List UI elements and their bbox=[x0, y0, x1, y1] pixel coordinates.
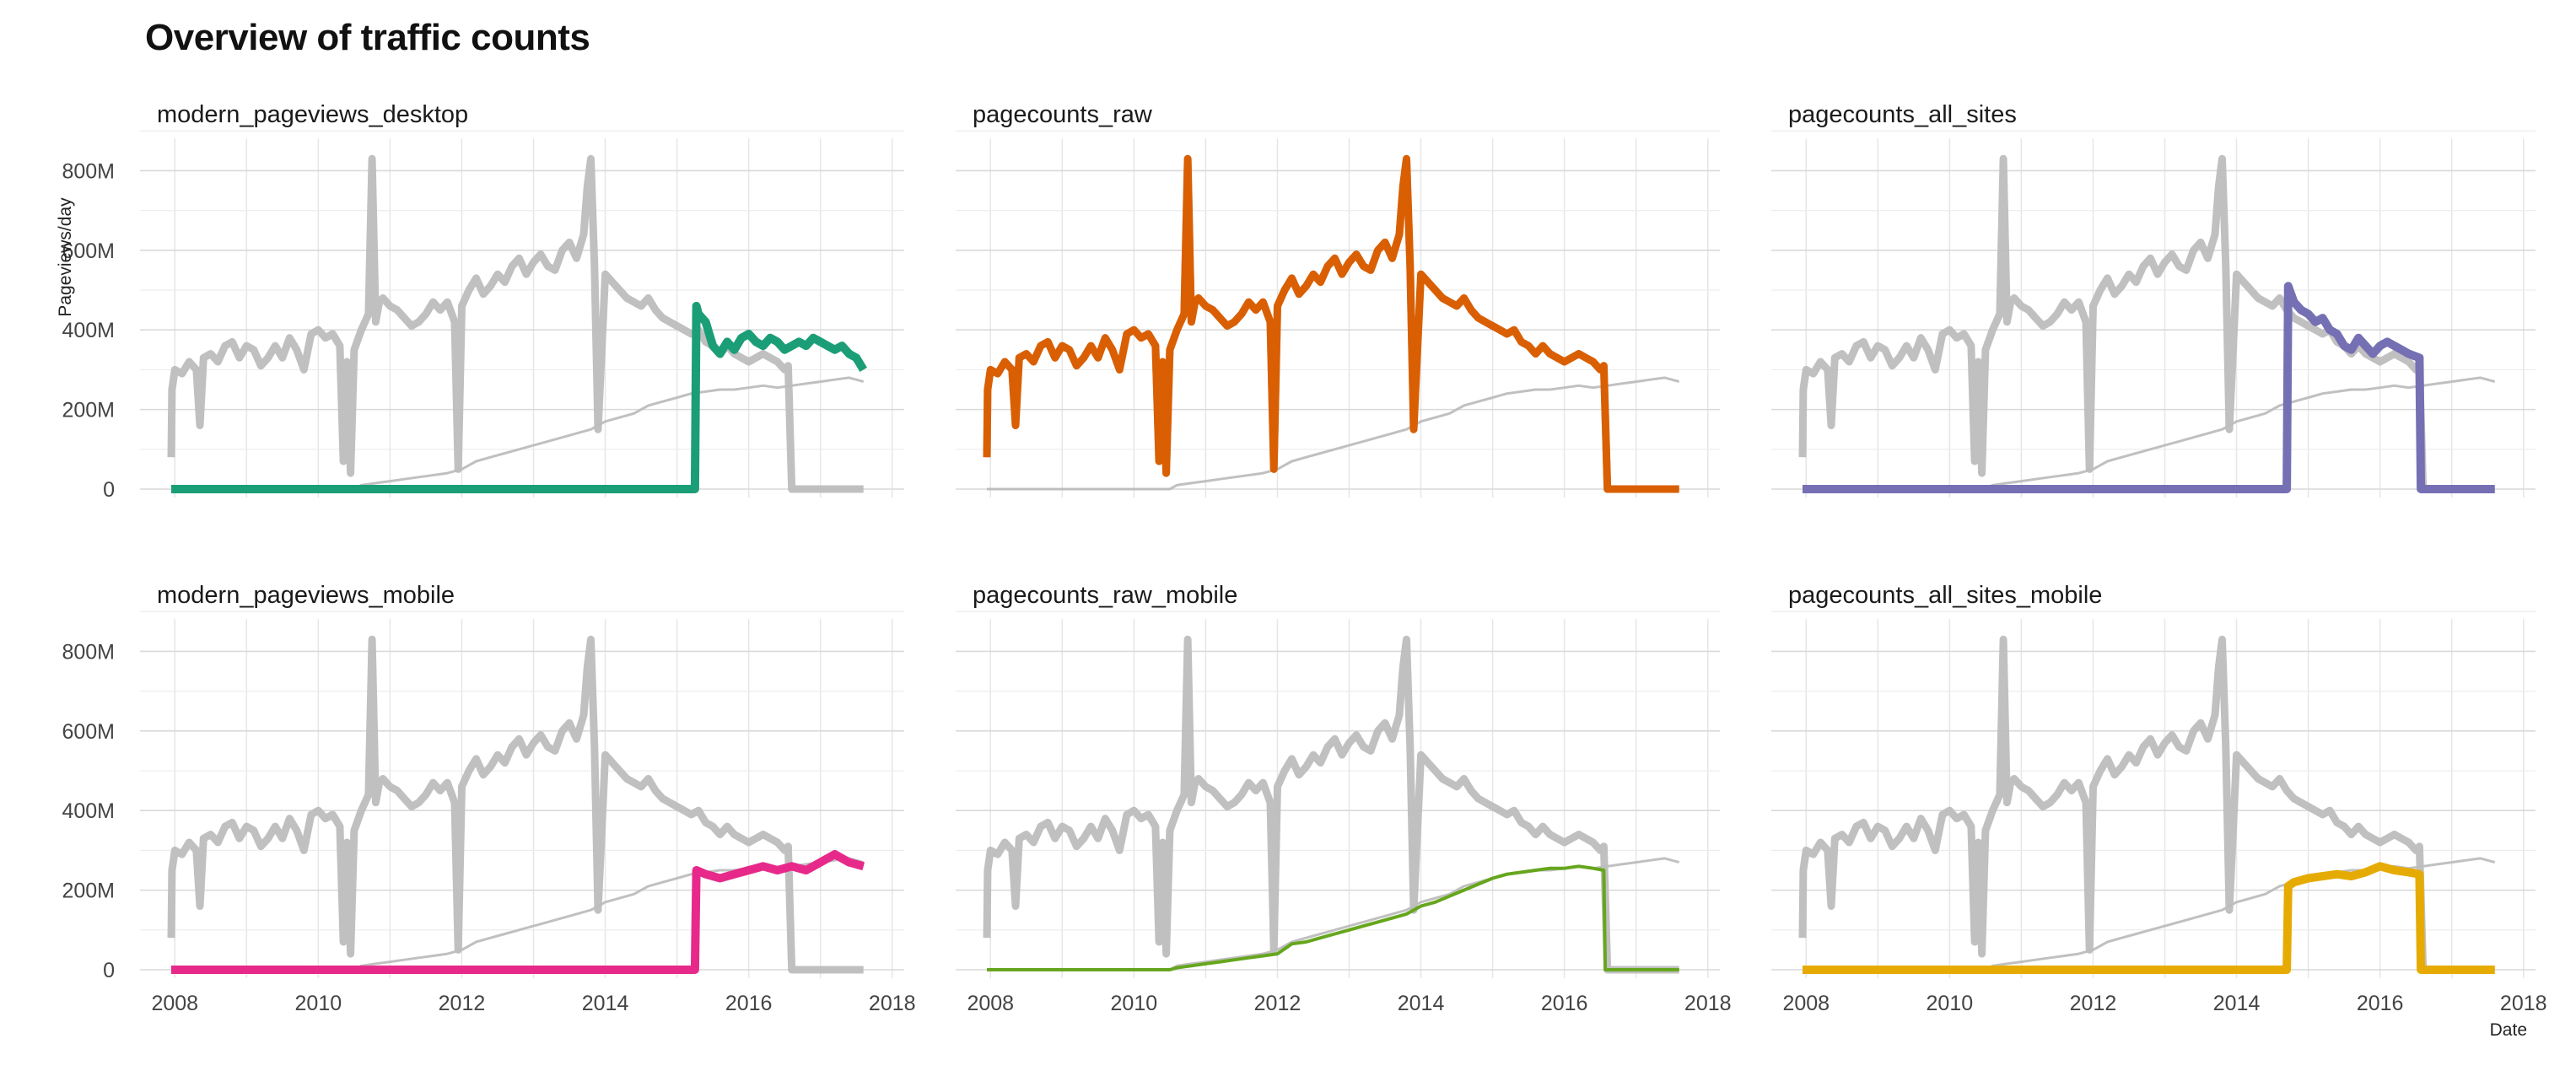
series-line-allsites bbox=[1802, 282, 2495, 493]
x-tick-label: 2018 bbox=[869, 992, 916, 1015]
x-tick-label: 2014 bbox=[582, 992, 629, 1015]
x-tick-label: 2010 bbox=[295, 992, 342, 1015]
background-series-line bbox=[983, 154, 1679, 493]
series-line-outline-allsites bbox=[1803, 285, 2495, 491]
y-axis-title: Pageviews/day bbox=[56, 197, 75, 317]
x-tick-label: 2012 bbox=[1254, 992, 1301, 1015]
facet-panel-pagecounts_raw_mobile: pagecounts_raw_mobile 2008 2010 2012 2014 201… bbox=[956, 582, 1732, 1015]
y-tick-label: 200M bbox=[62, 880, 115, 903]
series-line-mobile bbox=[170, 850, 865, 974]
facet-panel-pagecounts_raw: pagecounts_raw bbox=[956, 101, 1720, 498]
y-tick-label: 400M bbox=[62, 799, 115, 823]
background-series-line bbox=[987, 857, 1680, 971]
y-tick-label: 200M bbox=[62, 399, 115, 422]
facet-panel-pagecounts_all_sites_mobile: pagecounts_all_sites_mobile 2008 2010 2012 2… bbox=[1771, 582, 2547, 1015]
background-series-line bbox=[1803, 857, 2496, 971]
x-axis-title: Date bbox=[2490, 1020, 2527, 1040]
x-tick-label: 2012 bbox=[439, 992, 486, 1015]
chart-title: Overview of traffic counts bbox=[145, 17, 590, 58]
y-tick-label: 600M bbox=[62, 720, 115, 744]
series-line-rawmobile bbox=[987, 864, 1679, 971]
background-series-line bbox=[1803, 376, 2496, 491]
x-tick-label: 2010 bbox=[1927, 992, 1974, 1015]
x-tick-label: 2008 bbox=[151, 992, 198, 1015]
background-series-line bbox=[167, 154, 864, 493]
x-tick-label: 2008 bbox=[1782, 992, 1830, 1015]
facet-panel-pagecounts_all_sites: pagecounts_all_sites bbox=[1771, 101, 2536, 498]
y-tick-label: 800M bbox=[62, 159, 115, 183]
background-series-line bbox=[983, 635, 1679, 974]
series-line-allsitesmobile bbox=[1802, 862, 2495, 974]
y-tick-label: 800M bbox=[62, 640, 115, 664]
x-tick-label: 2008 bbox=[967, 992, 1014, 1015]
background-series-line bbox=[987, 376, 1680, 491]
facet-panel-modern_pageviews_mobile: modern_pageviews_mobile 0 200M 400M 600M 800M… bbox=[62, 582, 915, 1015]
facet-panel-modern_pageviews_desktop: modern_pageviews_desktop 0 200M 400M 600M 800… bbox=[62, 101, 904, 502]
series-line-outline-allsitesmobile bbox=[1803, 864, 2495, 971]
x-tick-label: 2016 bbox=[1541, 992, 1588, 1015]
y-tick-label: 400M bbox=[62, 319, 115, 342]
series-line-desktop bbox=[170, 301, 867, 493]
facet-label: pagecounts_all_sites bbox=[1788, 101, 2017, 128]
series-line-outline-raw bbox=[985, 159, 1679, 491]
x-tick-label: 2016 bbox=[725, 992, 773, 1015]
facet-label: pagecounts_raw_mobile bbox=[973, 582, 1237, 609]
x-tick-label: 2014 bbox=[2213, 992, 2261, 1015]
series-line-raw bbox=[983, 154, 1679, 493]
background-series-line bbox=[171, 857, 865, 971]
x-tick-label: 2018 bbox=[1684, 992, 1732, 1015]
background-series-line bbox=[1798, 635, 2495, 974]
series-line-outline-mobile bbox=[171, 853, 865, 971]
facet-label: modern_pageviews_desktop bbox=[157, 101, 468, 128]
series-line-outline-rawmobile bbox=[987, 865, 1679, 971]
y-tick-label: 600M bbox=[62, 239, 115, 263]
background-series-line bbox=[171, 376, 865, 491]
x-tick-label: 2014 bbox=[1398, 992, 1445, 1015]
x-tick-label: 2018 bbox=[2500, 992, 2547, 1015]
x-tick-label: 2016 bbox=[2357, 992, 2404, 1015]
facet-label: pagecounts_all_sites_mobile bbox=[1788, 582, 2102, 609]
x-tick-label: 2012 bbox=[2070, 992, 2117, 1015]
y-tick-label: 0 bbox=[103, 478, 115, 502]
series-line-outline-desktop bbox=[171, 305, 865, 491]
facet-label: modern_pageviews_mobile bbox=[157, 582, 455, 609]
y-tick-label: 0 bbox=[103, 959, 115, 982]
facet-label: pagecounts_raw bbox=[973, 101, 1153, 128]
background-series-line bbox=[1798, 154, 2495, 493]
background-series-line bbox=[167, 635, 864, 974]
x-tick-label: 2010 bbox=[1111, 992, 1158, 1015]
